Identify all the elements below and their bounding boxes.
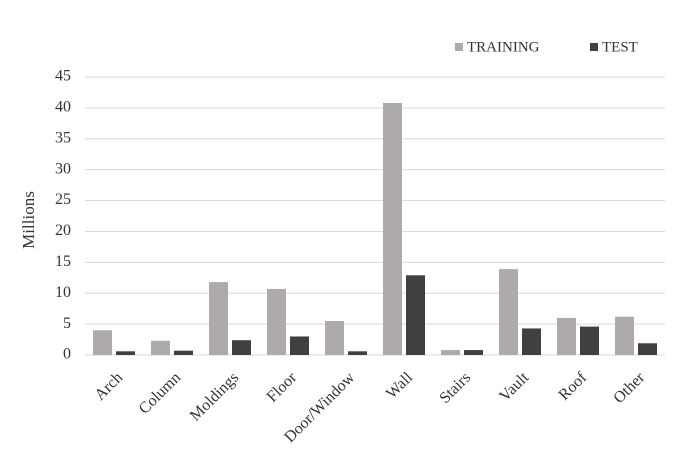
- y-tick-label: 5: [63, 315, 71, 332]
- y-tick-label: 30: [55, 160, 71, 177]
- y-axis-title: Millions: [19, 191, 38, 249]
- bar: [499, 269, 518, 355]
- bar: [116, 351, 135, 355]
- x-tick-label: Roof: [556, 369, 591, 404]
- bar: [232, 340, 251, 355]
- y-tick-label: 15: [55, 253, 71, 270]
- bar: [580, 326, 599, 355]
- x-tick-label: Stairs: [436, 369, 474, 407]
- bar: [348, 351, 367, 355]
- y-tick-label: 45: [55, 68, 71, 85]
- legend-swatch: [590, 43, 598, 51]
- legend-label: TEST: [602, 39, 638, 55]
- y-tick-label: 10: [55, 284, 71, 301]
- bar: [441, 350, 460, 355]
- x-tick-label: Wall: [383, 369, 416, 402]
- legend-label: TRAINING: [467, 39, 540, 55]
- bar: [638, 343, 657, 355]
- bar: [93, 330, 112, 355]
- bar: [406, 275, 425, 355]
- bar: [290, 336, 309, 355]
- x-tick-label: Other: [610, 369, 648, 407]
- bar: [209, 282, 228, 355]
- y-tick-label: 35: [55, 129, 71, 146]
- bar: [615, 316, 634, 355]
- bar: [267, 288, 286, 355]
- y-tick-label: 40: [55, 99, 71, 116]
- bar: [383, 102, 402, 356]
- y-tick-label: 0: [63, 346, 71, 363]
- x-tick-label: Arch: [92, 369, 127, 404]
- x-tick-label: Vault: [496, 369, 532, 405]
- bar: [557, 317, 576, 355]
- bar: [522, 328, 541, 355]
- bar: [464, 350, 483, 355]
- bar: [151, 340, 170, 355]
- x-tick-label: Column: [136, 369, 184, 417]
- y-tick-label: 20: [55, 222, 71, 239]
- x-tick-label: Floor: [264, 369, 301, 406]
- x-tick-label: Moldings: [187, 369, 242, 424]
- bar: [174, 350, 193, 355]
- bar: [325, 321, 344, 355]
- y-tick-label: 25: [55, 191, 71, 208]
- legend-swatch: [455, 43, 463, 51]
